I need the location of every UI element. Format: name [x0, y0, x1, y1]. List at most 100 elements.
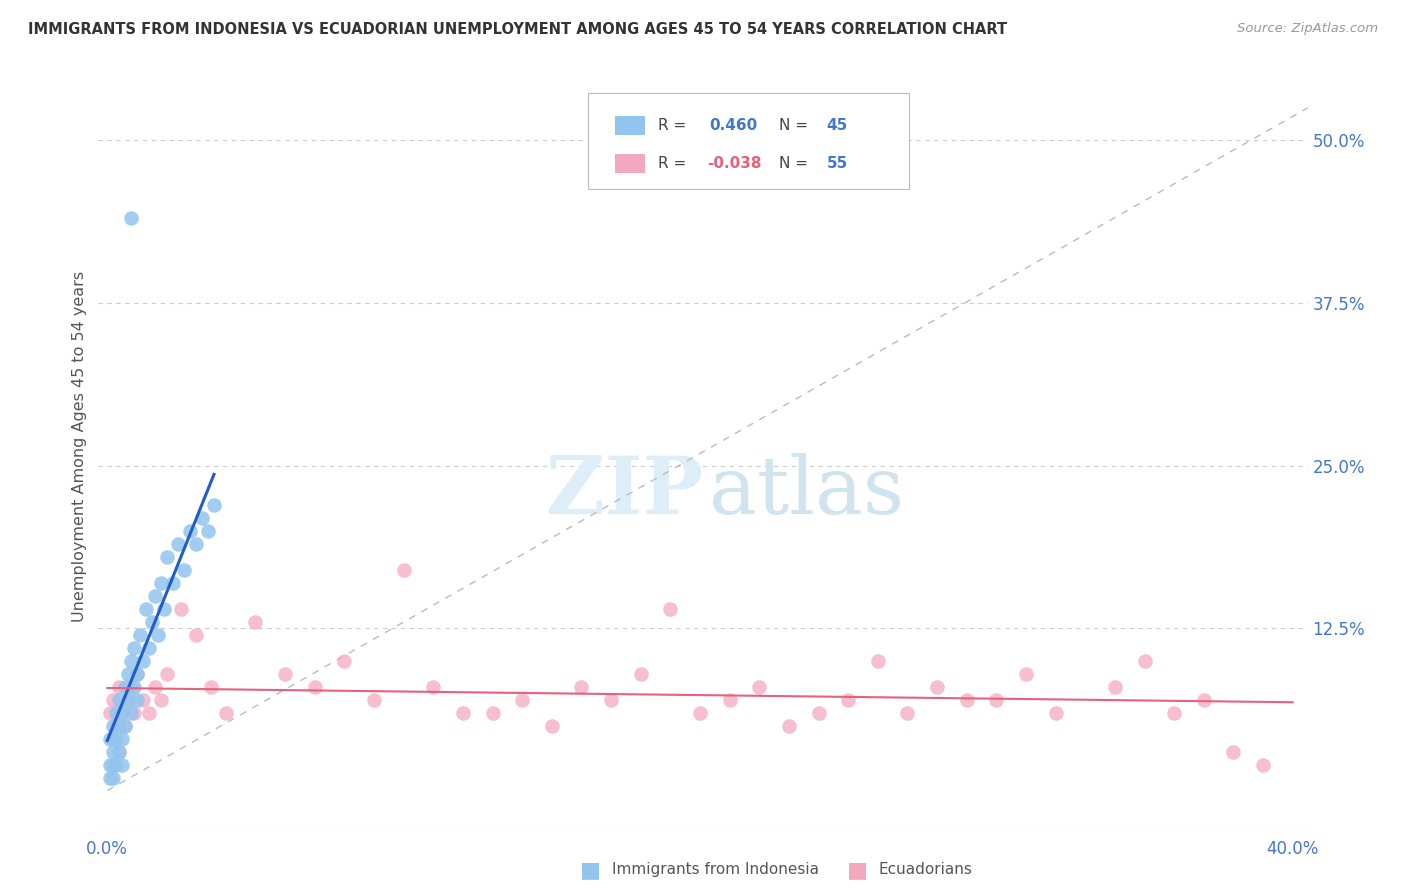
Point	[173, 562, 195, 576]
Text: 0.460: 0.460	[709, 119, 758, 134]
Point	[304, 680, 326, 694]
Point	[111, 757, 134, 772]
Point	[141, 615, 163, 629]
Text: N =: N =	[779, 119, 813, 134]
Text: -0.038: -0.038	[707, 156, 761, 171]
Point	[451, 706, 474, 720]
Point	[186, 536, 208, 550]
Point	[108, 718, 131, 732]
Point	[132, 692, 155, 706]
Point	[125, 666, 148, 681]
Point	[108, 692, 131, 706]
Text: ZIP: ZIP	[546, 453, 703, 531]
Point	[138, 706, 160, 720]
Point	[510, 692, 533, 706]
Point	[105, 757, 128, 772]
Point	[98, 706, 121, 720]
Point	[98, 757, 121, 772]
Point	[122, 640, 145, 655]
Point	[103, 771, 125, 785]
Point	[108, 745, 131, 759]
Point	[149, 575, 172, 590]
Point	[98, 771, 121, 785]
Point	[927, 680, 949, 694]
Point	[200, 680, 222, 694]
Point	[1015, 666, 1038, 681]
Point	[274, 666, 297, 681]
Point	[1045, 706, 1067, 720]
Point	[120, 654, 142, 668]
Point	[129, 627, 152, 641]
Point	[162, 575, 184, 590]
Point	[215, 706, 238, 720]
Point	[1192, 692, 1215, 706]
Text: 55: 55	[827, 156, 848, 171]
Point	[191, 510, 214, 524]
Text: R =: R =	[658, 119, 692, 134]
Point	[114, 718, 136, 732]
Point	[132, 654, 155, 668]
Point	[105, 718, 128, 732]
Point	[837, 692, 859, 706]
Point	[896, 706, 918, 720]
Point	[114, 680, 136, 694]
Point	[152, 601, 174, 615]
Text: IMMIGRANTS FROM INDONESIA VS ECUADORIAN UNEMPLOYMENT AMONG AGES 45 TO 54 YEARS C: IMMIGRANTS FROM INDONESIA VS ECUADORIAN …	[28, 22, 1007, 37]
Point	[197, 524, 219, 538]
Point	[155, 666, 177, 681]
Point	[143, 589, 166, 603]
Point	[571, 680, 593, 694]
Text: R =: R =	[658, 156, 692, 171]
Point	[108, 745, 131, 759]
Point	[114, 718, 136, 732]
FancyBboxPatch shape	[614, 153, 645, 173]
Point	[105, 706, 128, 720]
Text: N =: N =	[779, 156, 813, 171]
Point	[155, 549, 177, 564]
Point	[600, 692, 623, 706]
Text: Ecuadorians: Ecuadorians	[879, 863, 973, 877]
Point	[1222, 745, 1244, 759]
Point	[807, 706, 830, 720]
Point	[143, 680, 166, 694]
Point	[117, 692, 139, 706]
Point	[1133, 654, 1156, 668]
Point	[125, 692, 148, 706]
Point	[120, 706, 142, 720]
Point	[245, 615, 267, 629]
Point	[111, 731, 134, 746]
Y-axis label: Unemployment Among Ages 45 to 54 years: Unemployment Among Ages 45 to 54 years	[72, 270, 87, 622]
Point	[422, 680, 444, 694]
Point	[170, 601, 193, 615]
Point	[179, 524, 201, 538]
Point	[363, 692, 385, 706]
Text: ■: ■	[581, 860, 600, 880]
Point	[659, 601, 682, 615]
Point	[1104, 680, 1126, 694]
Point	[103, 731, 125, 746]
Point	[120, 211, 142, 226]
Text: ■: ■	[848, 860, 868, 880]
Point	[689, 706, 711, 720]
Point	[1163, 706, 1185, 720]
Point	[117, 666, 139, 681]
FancyBboxPatch shape	[588, 93, 908, 189]
Point	[122, 706, 145, 720]
FancyBboxPatch shape	[614, 116, 645, 135]
Point	[167, 536, 190, 550]
Point	[125, 666, 148, 681]
Point	[117, 692, 139, 706]
Point	[105, 731, 128, 746]
Point	[392, 562, 415, 576]
Point	[103, 745, 125, 759]
Point	[186, 627, 208, 641]
Point	[122, 680, 145, 694]
Text: Source: ZipAtlas.com: Source: ZipAtlas.com	[1237, 22, 1378, 36]
Point	[333, 654, 356, 668]
Point	[718, 692, 741, 706]
Point	[956, 692, 979, 706]
Text: 45: 45	[827, 119, 848, 134]
Point	[202, 498, 225, 512]
Point	[481, 706, 503, 720]
Point	[866, 654, 889, 668]
